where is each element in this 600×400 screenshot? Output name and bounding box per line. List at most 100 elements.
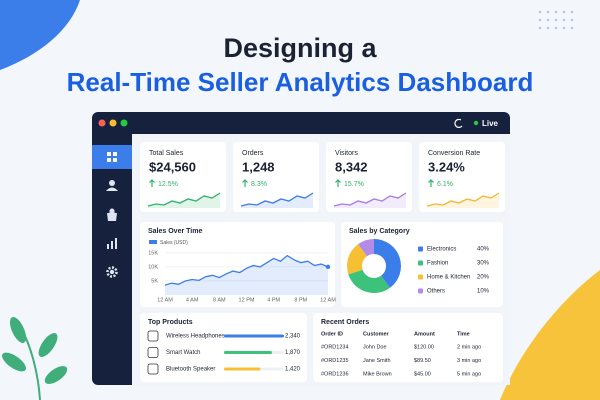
nav-dashboard-icon[interactable] [107, 152, 117, 162]
table-cell: #ORD1234 [321, 344, 349, 350]
window-dot [109, 119, 117, 127]
up-arrow [242, 179, 248, 187]
legend-swatch [418, 246, 423, 252]
table-cell: #ORD1235 [321, 358, 349, 364]
kpi-label: Total Sales [149, 150, 184, 157]
product-icon [147, 330, 159, 342]
x-tick-label: 4 PM [267, 297, 280, 303]
column-header: Customer [363, 331, 390, 337]
legend-label: Sales (USD) [160, 240, 188, 246]
live-dot [473, 120, 479, 126]
table-cell: $89.50 [414, 358, 431, 364]
slice-label: 40% [477, 247, 490, 253]
refresh-icon[interactable] [454, 118, 463, 129]
table-cell: Mike Brown [363, 371, 392, 377]
kpi-change: 15.7% [344, 181, 364, 188]
donut-slice [358, 239, 374, 257]
x-tick-label: 8 AM [213, 297, 226, 303]
nav-active[interactable] [92, 145, 132, 169]
panel-title: Sales by Category [349, 228, 410, 235]
panel [140, 222, 335, 307]
product-name: Wireless Headphones [166, 334, 225, 340]
nav-chart-icon[interactable] [107, 238, 117, 249]
kpi-change: 12.5% [158, 181, 178, 188]
kpi-value: 3.24% [428, 159, 465, 174]
sparkline [333, 192, 407, 207]
kpi-value: 1,248 [242, 159, 275, 174]
bar-label: 1,420 [285, 367, 301, 373]
blob-bottom-right [500, 270, 600, 400]
bar-label: 2,340 [285, 334, 301, 340]
panel-title: Top Products [148, 319, 193, 326]
table-cell: #ORD1236 [321, 371, 349, 377]
line-area [165, 255, 328, 295]
table-cell: 2 min ago [457, 344, 481, 350]
kpi-card [419, 142, 505, 212]
nav-user-icon[interactable] [106, 180, 118, 191]
window-dot [98, 119, 106, 127]
window-dot [120, 119, 128, 127]
bar [224, 334, 284, 338]
bar [224, 351, 272, 354]
line [164, 254, 329, 286]
kpi-value: $24,560 [149, 159, 196, 174]
x-tick-label: 12 AM [157, 297, 173, 303]
panel [313, 313, 503, 382]
legend-swatch [418, 288, 423, 294]
legend-label: Electronics [427, 247, 456, 253]
column-header: Order ID [321, 331, 343, 337]
end-point [325, 264, 331, 270]
y-tick-label: 15K [148, 250, 158, 256]
table-cell: Jane Smith [363, 358, 391, 364]
bar-label: 1,870 [285, 350, 301, 356]
table-cell: 5 min ago [457, 371, 481, 377]
panel-title: Sales Over Time [148, 228, 202, 235]
leaf [2, 317, 68, 400]
sparkline [147, 192, 221, 207]
product-name: Bluetooth Speaker [166, 367, 215, 373]
title-line1: Designing a [223, 33, 377, 63]
x-tick-label: 12 AM [320, 297, 336, 303]
up-arrow [149, 179, 155, 187]
table-cell: 3 min ago [457, 358, 481, 364]
y-tick-label: 5K [151, 278, 158, 284]
column-header: Amount [414, 331, 435, 337]
donut-slice [348, 269, 390, 293]
slice-label: 20% [477, 275, 490, 281]
panel [140, 313, 307, 382]
product-icon [147, 347, 159, 358]
column-header: Time [457, 331, 470, 337]
product-name: Smart Watch [166, 350, 200, 356]
x-tick-label: 8 PM [294, 297, 307, 303]
slice-label: 30% [477, 261, 490, 267]
x-tick-label: 12 PM [239, 297, 255, 303]
kpi-label: Conversion Rate [428, 150, 480, 157]
nav-bag-icon[interactable] [107, 208, 117, 222]
slice-label: 10% [477, 289, 490, 295]
kpi-label: Orders [242, 150, 264, 157]
kpi-change: 8.3% [251, 181, 267, 188]
title-line2: Real-Time Seller Analytics Dashboard [67, 67, 534, 97]
live-status: Live [482, 119, 499, 128]
nav-settings-icon[interactable] [106, 266, 118, 278]
blob-top-left [0, 0, 80, 70]
bar [224, 367, 261, 371]
kpi-card [140, 142, 226, 212]
legend-swatch [418, 274, 423, 280]
kpi-change: 6.1% [437, 181, 453, 188]
kpi-card [326, 142, 412, 212]
up-arrow [428, 179, 434, 187]
product-icon [147, 363, 159, 375]
table-cell: $120.00 [414, 344, 434, 350]
legend-label: Fashion [427, 261, 448, 267]
table-cell: $45.00 [414, 371, 431, 377]
table-cell: John Doe [363, 344, 387, 350]
kpi-label: Visitors [335, 150, 358, 157]
up-arrow [335, 179, 341, 187]
legend-label: Home & Kitchen [427, 275, 470, 281]
y-tick-label: 10K [148, 264, 158, 270]
legend-label: Others [427, 289, 445, 295]
legend-swatch [149, 240, 157, 244]
